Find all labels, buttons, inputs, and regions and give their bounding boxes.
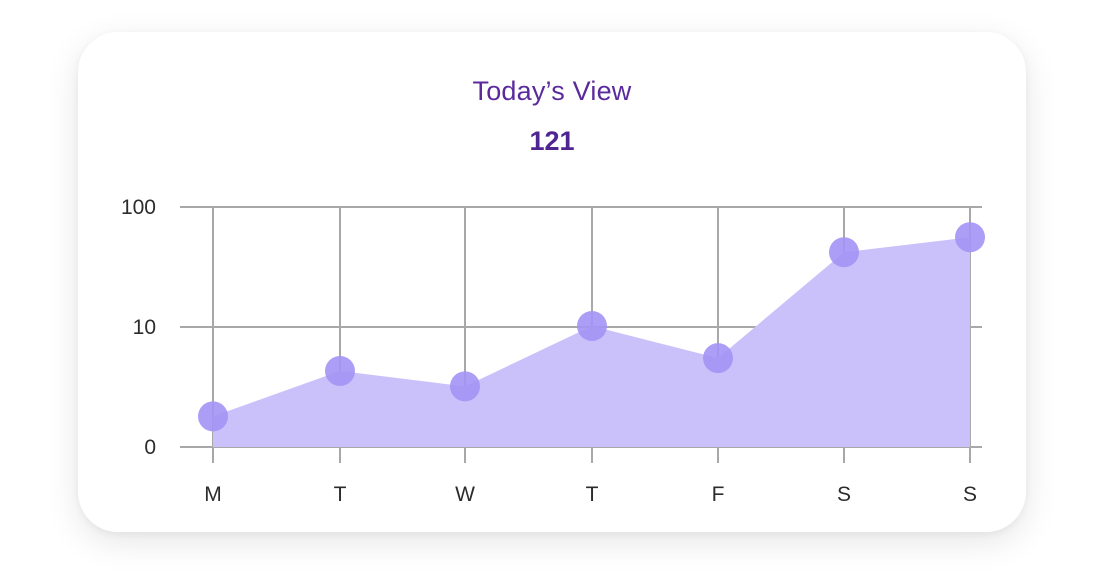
- y-tick-label: 10: [133, 316, 156, 339]
- x-tick-label: W: [455, 483, 475, 506]
- data-point: [450, 371, 480, 402]
- x-tick-label: T: [586, 483, 599, 506]
- chart-points: [198, 222, 985, 432]
- data-point: [577, 310, 607, 341]
- data-point: [829, 237, 859, 268]
- x-tick-label: M: [204, 483, 222, 506]
- x-tick-label: F: [712, 483, 725, 506]
- data-point: [325, 355, 355, 386]
- data-point: [703, 343, 733, 374]
- chart-area-layer: [213, 237, 970, 447]
- y-tick-label: 0: [144, 436, 156, 459]
- x-tick-label: S: [963, 483, 977, 506]
- x-tick-label: T: [334, 483, 347, 506]
- card-title: Today’s View: [472, 76, 632, 106]
- data-point: [955, 222, 985, 253]
- card-value: 121: [529, 126, 575, 156]
- data-point: [198, 401, 228, 432]
- area-fill: [213, 237, 970, 447]
- y-tick-label: 100: [121, 196, 156, 219]
- x-tick-label: S: [837, 483, 851, 506]
